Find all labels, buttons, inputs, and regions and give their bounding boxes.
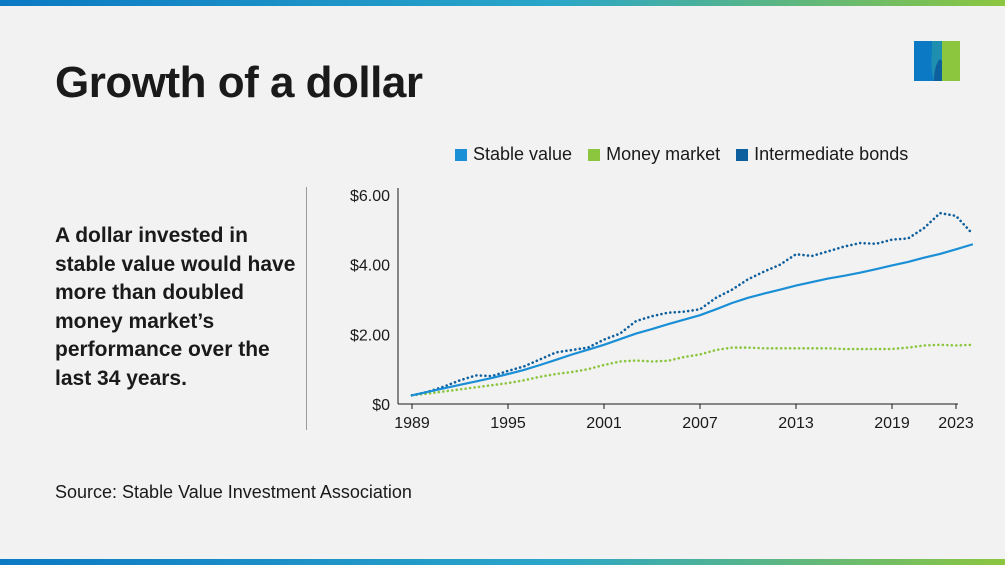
y-tick-label: $6.00: [350, 188, 390, 205]
chart-description: A dollar invested in stable value would …: [55, 224, 296, 390]
legend-label-intermediate-bonds: Intermediate bonds: [754, 144, 909, 164]
legend-swatch-money-market: [588, 148, 601, 161]
x-tick-label: 2007: [682, 415, 718, 432]
source-note: Source: Stable Value Investment Associat…: [55, 482, 412, 502]
legend-swatch-intermediate-bonds: [736, 148, 749, 161]
x-tick-label: 2019: [874, 415, 910, 432]
y-tick-label: $0: [372, 397, 390, 414]
legend-item-stable-value: Stable value: [455, 144, 572, 165]
y-tick-label: $2.00: [350, 327, 390, 344]
metlife-logo-icon: [914, 41, 960, 81]
top-gradient-bar: [0, 0, 1005, 6]
legend-item-intermediate-bonds: Intermediate bonds: [736, 144, 908, 165]
intermediate-bonds-line: [410, 211, 974, 397]
x-tick-label: 2023: [938, 415, 974, 432]
legend-label-money-market: Money market: [606, 144, 721, 164]
legend-label-stable-value: Stable value: [473, 144, 573, 164]
x-tick-label: 2001: [586, 415, 622, 432]
stable-value-line: [410, 243, 974, 397]
legend-swatch-stable-value: [455, 148, 467, 161]
bottom-gradient-bar: [0, 559, 1005, 565]
vertical-divider: [306, 187, 307, 430]
x-tick-label: 1989: [394, 415, 430, 432]
money-market-line: [410, 343, 974, 397]
legend-item-money-market: Money market: [588, 144, 720, 165]
x-tick-label: 1995: [490, 415, 526, 432]
page-title: Growth of a dollar: [55, 58, 423, 107]
x-tick-label: 2013: [778, 415, 814, 432]
chart-legend: Stable value Money market Intermediate b…: [455, 144, 908, 165]
y-tick-label: $4.00: [350, 258, 390, 275]
